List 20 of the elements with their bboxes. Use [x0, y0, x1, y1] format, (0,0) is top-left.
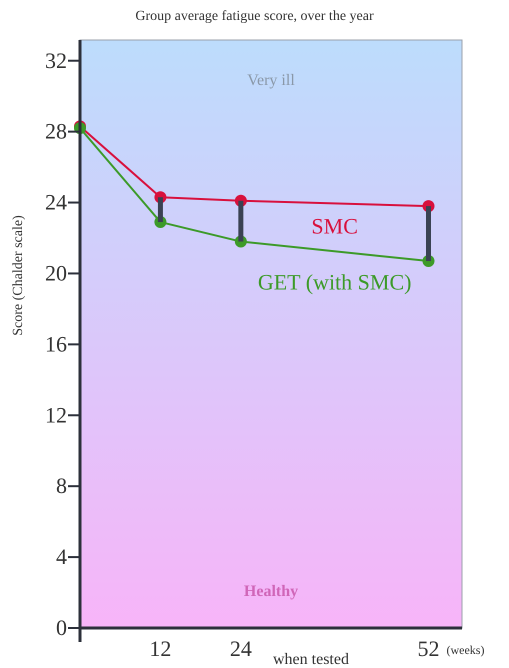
chart-title: Group average fatigue score, over the year [135, 9, 374, 24]
y-tick-label: 28 [45, 118, 67, 144]
y-tick-label: 12 [45, 402, 67, 428]
y-tick-label: 4 [56, 544, 67, 570]
series-label: SMC [311, 213, 358, 238]
y-tick-label: 32 [45, 48, 67, 73]
y-tick-label: 20 [45, 260, 67, 286]
y-tick-label: 24 [45, 190, 67, 215]
y-tick-label: 8 [56, 473, 67, 498]
x-tick-label: 24 [230, 636, 252, 661]
series-label: GET (with SMC) [258, 269, 412, 294]
text: (weeks) [446, 643, 484, 657]
y-tick-label: 16 [45, 331, 67, 356]
x-tick-label: 52 [417, 636, 440, 661]
x-tick-label: 12 [149, 636, 172, 661]
y-axis-title: Score (Chalder scale) [11, 214, 26, 336]
annotation: Healthy [244, 583, 298, 600]
y-tick-label: 0 [56, 615, 67, 640]
annotation: Very ill [247, 72, 296, 89]
x-axis-title: when tested [273, 651, 349, 668]
